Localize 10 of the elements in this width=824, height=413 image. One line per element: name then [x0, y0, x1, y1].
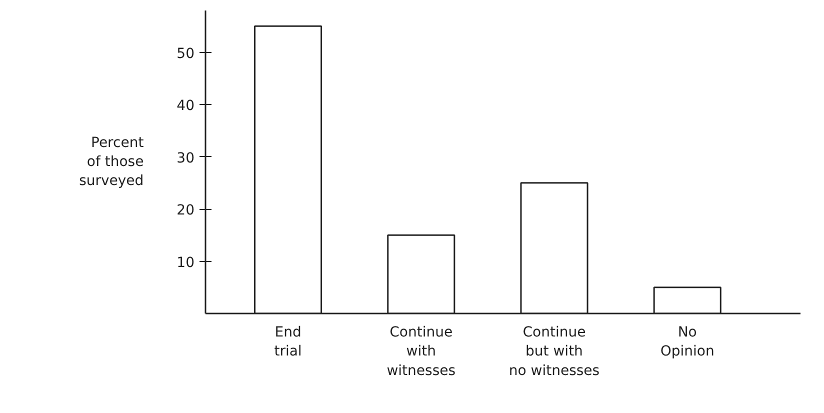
x-tick-label: End trial	[274, 324, 302, 360]
x-tick-label: Continue with witnesses	[386, 324, 456, 379]
y-tick-label: 10	[176, 254, 195, 271]
y-tick-label: 50	[176, 46, 195, 62]
y-tick-label: 20	[176, 202, 195, 219]
x-tick-label: No Opinion	[660, 324, 714, 360]
x-tick-label: Continue but with no witnesses	[508, 324, 600, 379]
y-tick-label: 40	[176, 98, 195, 114]
y-axis-title: Percent of those surveyed	[79, 134, 144, 190]
y-tick-label: 30	[176, 150, 195, 166]
